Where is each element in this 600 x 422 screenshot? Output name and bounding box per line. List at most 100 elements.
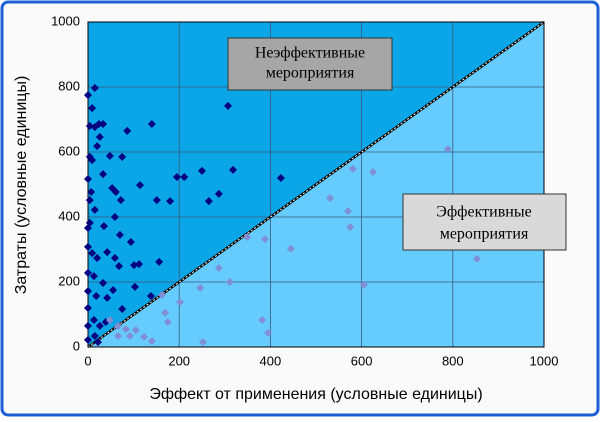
data-point (135, 260, 144, 269)
data-point (84, 91, 92, 100)
data-point (326, 194, 335, 203)
data-point (87, 187, 96, 196)
data-point (115, 262, 124, 271)
data-point (147, 337, 156, 346)
x-tick-label: 400 (260, 353, 282, 368)
data-point (155, 257, 164, 266)
data-point (225, 278, 234, 286)
data-point (147, 120, 156, 129)
data-point (84, 242, 92, 251)
data-point (103, 293, 112, 302)
x-axis-label: Эффект от применения (условные единицы) (149, 386, 482, 403)
data-point (163, 317, 172, 326)
data-point (130, 282, 139, 291)
data-point (88, 156, 97, 165)
y-tick-label: 1000 (51, 13, 80, 28)
data-point (115, 230, 124, 239)
y-tick-label: 800 (58, 78, 80, 93)
y-axis-label: Затраты (условные единицы) (13, 76, 30, 295)
data-point (84, 287, 92, 296)
data-point (146, 291, 155, 300)
data-point (258, 316, 267, 325)
x-tick-label: 600 (351, 353, 373, 368)
data-point (118, 304, 127, 313)
data-point (89, 316, 98, 325)
data-point (243, 233, 252, 242)
data-point (276, 174, 285, 182)
annotation-text: Неэффективные (255, 45, 365, 62)
data-point (157, 291, 166, 299)
data-point (166, 197, 175, 206)
data-point (114, 331, 123, 340)
data-point (95, 321, 104, 330)
x-tick-label: 800 (442, 353, 464, 368)
annotation-text: Эффективные (436, 204, 531, 221)
y-tick-label: 600 (58, 143, 80, 158)
data-point (93, 142, 102, 151)
data-point (214, 264, 223, 273)
data-point (130, 261, 139, 270)
data-point (88, 104, 97, 113)
data-point (90, 205, 99, 214)
data-point (140, 332, 149, 341)
data-point (105, 316, 114, 325)
annotation-box: Эффективные мероприятия (402, 193, 567, 251)
data-point (196, 283, 205, 292)
data-point (131, 326, 140, 335)
y-tick-label: 400 (58, 208, 80, 223)
data-point (103, 248, 112, 257)
x-tick-label: 200 (168, 353, 190, 368)
data-point (99, 170, 108, 179)
data-point (85, 196, 94, 205)
annotation-text: мероприятия (440, 226, 529, 243)
data-point (99, 278, 108, 287)
data-point (118, 152, 127, 161)
data-point (99, 120, 108, 129)
data-point (198, 338, 207, 347)
data-point (88, 249, 97, 258)
x-tick-label: 0 (84, 353, 91, 368)
data-point (343, 207, 352, 216)
annotation-box-bg (227, 37, 393, 91)
data-point (85, 218, 94, 227)
data-point (92, 291, 101, 300)
data-point (90, 331, 99, 340)
plot-border (87, 21, 545, 348)
data-point (176, 298, 185, 307)
data-point (472, 254, 481, 263)
annotation-box: Неэффективные мероприятия (227, 37, 393, 91)
diagonal-dash (87, 21, 545, 348)
data-point (110, 213, 119, 221)
data-point (89, 272, 98, 281)
data-point (223, 101, 232, 110)
data-point (94, 120, 103, 129)
data-point (94, 338, 103, 347)
data-point (111, 187, 120, 196)
data-point (105, 151, 114, 160)
data-point (369, 168, 377, 177)
data-point (84, 174, 92, 183)
data-point (126, 238, 135, 247)
data-point (109, 286, 118, 295)
data-point (229, 165, 238, 174)
data-point (152, 196, 161, 205)
data-point (121, 325, 130, 334)
data-point (84, 335, 92, 344)
data-point (359, 280, 368, 289)
data-point (84, 304, 92, 312)
y-tick-label: 0 (73, 338, 80, 353)
data-point (346, 223, 355, 232)
data-point (123, 126, 132, 135)
data-point (135, 181, 144, 190)
data-point (161, 308, 170, 317)
data-point (93, 253, 102, 262)
data-point (90, 83, 99, 92)
data-point (443, 145, 452, 154)
data-point (172, 173, 181, 182)
data-point (348, 164, 357, 173)
data-point (114, 321, 123, 330)
data-point (214, 189, 223, 198)
annotation-box-bg (402, 193, 567, 251)
data-point (116, 196, 125, 205)
